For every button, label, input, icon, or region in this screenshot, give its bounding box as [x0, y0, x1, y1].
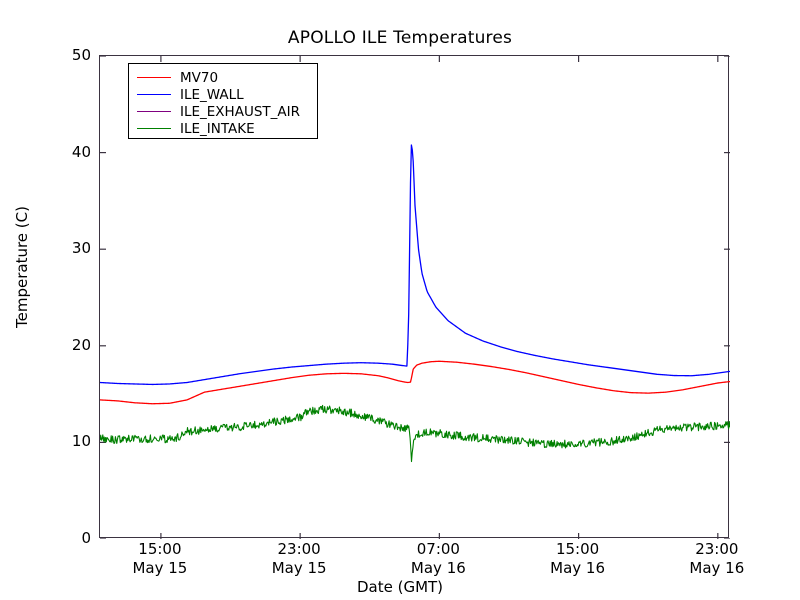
legend-item: ILE_INTAKE [129, 120, 317, 137]
legend-swatch-icon [137, 128, 171, 129]
series-line [100, 360, 730, 405]
legend-swatch-icon [137, 77, 171, 78]
legend-item: ILE_EXHAUST_AIR [129, 103, 317, 120]
x-tick-label: 15:00 May 16 [508, 540, 648, 578]
x-tick-time: 15:00 [555, 540, 600, 558]
legend-swatch-icon [137, 111, 171, 112]
x-tick-label: 15:00 May 15 [90, 540, 230, 578]
x-tick-date: May 16 [689, 559, 745, 577]
y-tick-label: 10 [71, 432, 91, 451]
legend: MV70 ILE_WALL ILE_EXHAUST_AIR ILE_INTAKE [128, 63, 318, 139]
x-tick-label: 07:00 May 16 [368, 540, 508, 578]
legend-swatch-icon [137, 94, 171, 95]
x-tick-date: May 16 [550, 559, 606, 577]
legend-label: MV70 [180, 69, 219, 86]
series-line [100, 404, 730, 463]
legend-label: ILE_EXHAUST_AIR [180, 103, 300, 120]
y-tick-label: 30 [71, 239, 91, 258]
y-tick-label: 20 [71, 335, 91, 354]
x-tick-label: 23:00 May 16 [647, 540, 787, 578]
x-tick-time: 15:00 [138, 540, 182, 558]
y-tick-label: 0 [81, 529, 91, 547]
x-tick-date: May 15 [132, 559, 188, 577]
x-tick-time: 23:00 [695, 540, 739, 558]
legend-label: ILE_WALL [180, 86, 244, 103]
x-tick-time: 23:00 [277, 540, 321, 558]
legend-item: MV70 [129, 69, 317, 86]
x-tick-label: 23:00 May 15 [229, 540, 369, 578]
y-tick-label: 40 [71, 142, 91, 161]
x-tick-date: May 15 [271, 559, 327, 577]
legend-label: ILE_INTAKE [180, 120, 255, 137]
x-tick-date: May 16 [410, 559, 466, 577]
y-tick-label: 50 [71, 46, 91, 64]
series-canvas [100, 56, 730, 539]
x-axis-ticks: 15:00 May 15 23:00 May 15 07:00 May 16 15:00 Ma… [99, 540, 744, 584]
x-axis-label: Date (GMT) [356, 578, 444, 596]
x-tick-time: 07:00 [416, 540, 460, 558]
series-line [100, 144, 730, 386]
legend-item: ILE_WALL [129, 86, 317, 103]
y-axis-ticks: 0 10 20 30 40 50 [27, 46, 91, 547]
page-title: APOLLO ILE Temperatures [287, 28, 513, 48]
